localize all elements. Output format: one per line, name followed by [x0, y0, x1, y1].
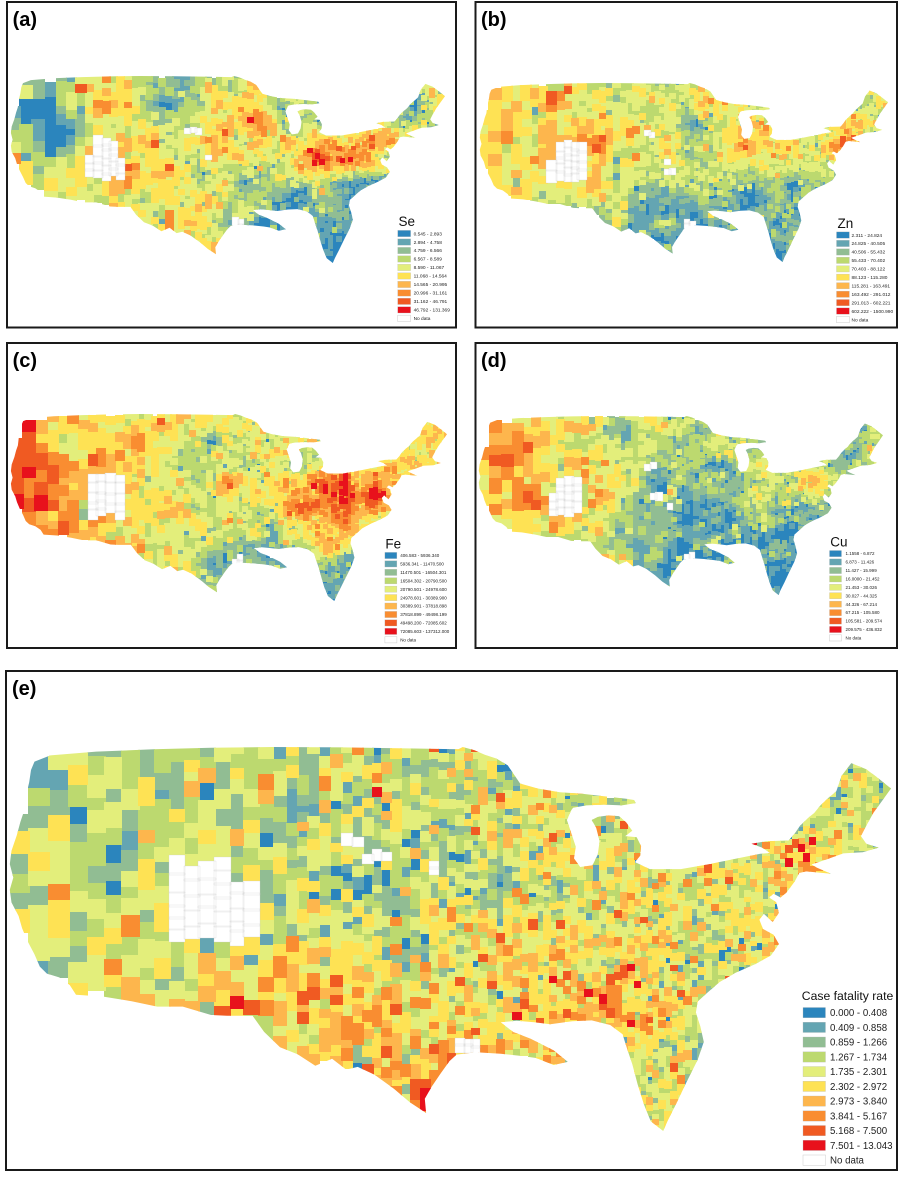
- svg-text:2.973 - 3.840: 2.973 - 3.840: [830, 1097, 888, 1108]
- svg-text:11470.501 - 16504.301: 11470.501 - 16504.301: [400, 570, 447, 575]
- svg-text:0.409 - 0.858: 0.409 - 0.858: [830, 1023, 887, 1034]
- svg-text:6.567 - 8.589: 6.567 - 8.589: [414, 257, 443, 263]
- svg-text:0.859 - 1.266: 0.859 - 1.266: [830, 1038, 887, 1049]
- svg-text:37818.899 - 49498.199: 37818.899 - 49498.199: [400, 612, 447, 617]
- svg-text:2.894 - 4.758: 2.894 - 4.758: [414, 240, 443, 246]
- svg-text:11.068 - 14.564: 11.068 - 14.564: [414, 274, 448, 280]
- svg-text:No data: No data: [400, 637, 416, 642]
- svg-text:55.433 - 70.402: 55.433 - 70.402: [852, 258, 886, 264]
- svg-text:(b): (b): [481, 9, 507, 31]
- svg-text:(e): (e): [12, 678, 36, 700]
- svg-text:30.027 - 44.325: 30.027 - 44.325: [846, 593, 878, 598]
- svg-text:1.735 - 2.301: 1.735 - 2.301: [830, 1067, 887, 1078]
- svg-text:No data: No data: [830, 1156, 865, 1167]
- svg-text:88.123 - 115.280: 88.123 - 115.280: [852, 275, 888, 281]
- svg-text:40.506 - 55.432: 40.506 - 55.432: [852, 250, 886, 256]
- svg-text:(d): (d): [481, 350, 507, 372]
- svg-text:1.267 - 1.734: 1.267 - 1.734: [830, 1052, 888, 1063]
- svg-text:No data: No data: [414, 316, 431, 322]
- svg-text:209.575 - 436.832: 209.575 - 436.832: [846, 627, 883, 632]
- svg-text:14.565 - 20.995: 14.565 - 20.995: [414, 282, 448, 288]
- svg-text:2.302 - 2.972: 2.302 - 2.972: [830, 1082, 887, 1093]
- svg-text:291.013 - 602.221: 291.013 - 602.221: [852, 300, 891, 306]
- svg-text:406.583 - 5936.340: 406.583 - 5936.340: [400, 553, 440, 558]
- svg-text:46.792 - 131.369: 46.792 - 131.369: [414, 308, 451, 314]
- svg-text:0.545 - 2.893: 0.545 - 2.893: [414, 231, 443, 237]
- svg-text:Se: Se: [399, 214, 416, 229]
- svg-text:24.825 - 40.505: 24.825 - 40.505: [852, 241, 886, 247]
- svg-text:2.311 - 24.824: 2.311 - 24.824: [852, 233, 883, 239]
- svg-text:(a): (a): [13, 9, 37, 31]
- svg-text:67.215 - 105.580: 67.215 - 105.580: [846, 610, 881, 615]
- svg-text:44.326 - 67.214: 44.326 - 67.214: [846, 602, 878, 607]
- svg-text:Cu: Cu: [830, 535, 847, 550]
- svg-text:No data: No data: [846, 636, 862, 641]
- svg-text:163.492 - 291.012: 163.492 - 291.012: [852, 292, 891, 298]
- svg-text:3.841 - 5.167: 3.841 - 5.167: [830, 1111, 887, 1122]
- svg-text:20.996 - 31.161: 20.996 - 31.161: [414, 291, 448, 297]
- svg-text:7.501 - 13.043: 7.501 - 13.043: [830, 1141, 892, 1152]
- svg-text:21.453 - 30.026: 21.453 - 30.026: [846, 585, 878, 590]
- svg-text:(c): (c): [13, 350, 37, 372]
- svg-text:31.162 - 46.791: 31.162 - 46.791: [414, 299, 448, 305]
- svg-text:Case fatality rate: Case fatality rate: [802, 989, 894, 1003]
- svg-text:105.581 - 209.574: 105.581 - 209.574: [846, 619, 883, 624]
- svg-text:16.0000 - 21.452: 16.0000 - 21.452: [846, 577, 881, 582]
- svg-text:49498.200 - 72085.602: 49498.200 - 72085.602: [400, 621, 447, 626]
- svg-text:1.1558 - 6.872: 1.1558 - 6.872: [846, 551, 876, 556]
- svg-text:30389.901 - 37818.898: 30389.901 - 37818.898: [400, 604, 447, 609]
- svg-text:16504.302 - 20790.500: 16504.302 - 20790.500: [400, 578, 447, 583]
- svg-text:8.590 - 11.067: 8.590 - 11.067: [414, 265, 445, 271]
- svg-text:0.000 - 0.408: 0.000 - 0.408: [830, 1008, 887, 1019]
- svg-text:Zn: Zn: [838, 216, 854, 231]
- svg-text:5.168 - 7.500: 5.168 - 7.500: [830, 1126, 888, 1137]
- svg-text:72085.603 - 137312.000: 72085.603 - 137312.000: [400, 629, 450, 634]
- svg-text:Fe: Fe: [385, 537, 401, 552]
- svg-text:6.873 - 11.426: 6.873 - 11.426: [846, 560, 875, 565]
- svg-text:5936.341 - 11470.500: 5936.341 - 11470.500: [400, 562, 444, 567]
- svg-text:24978.601 - 30389.900: 24978.601 - 30389.900: [400, 595, 447, 600]
- svg-text:70.403 - 88.122: 70.403 - 88.122: [852, 267, 886, 273]
- svg-text:115.281 - 163.491: 115.281 - 163.491: [852, 283, 891, 289]
- svg-text:4.759 - 6.566: 4.759 - 6.566: [414, 248, 443, 254]
- svg-text:20790.501 - 24978.600: 20790.501 - 24978.600: [400, 587, 447, 592]
- svg-text:602.222 - 1500.990: 602.222 - 1500.990: [852, 309, 894, 315]
- svg-text:No data: No data: [852, 317, 869, 323]
- svg-text:11.427 - 15.999: 11.427 - 15.999: [846, 568, 878, 573]
